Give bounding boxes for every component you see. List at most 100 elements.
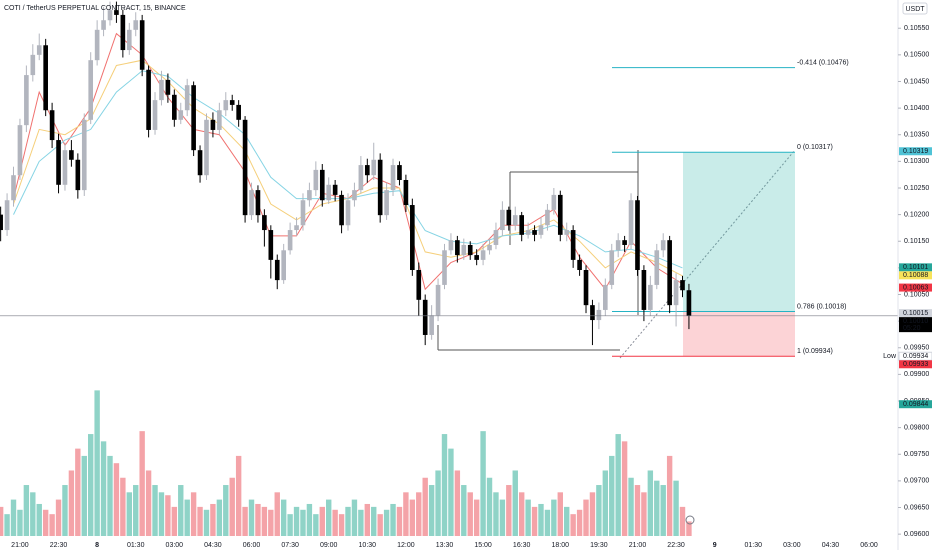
candle-body [545, 209, 550, 226]
candle-body [300, 200, 306, 226]
volume-bar [235, 455, 242, 536]
price-tag [899, 271, 932, 280]
x-tick-label: 06:00 [243, 542, 261, 549]
candle-body [242, 119, 248, 216]
volume-bar [313, 514, 319, 536]
volume-bar [673, 480, 679, 536]
candle-body [377, 159, 383, 216]
x-tick-label: 16:30 [513, 542, 531, 549]
candle-body [17, 125, 23, 176]
volume-bar [158, 492, 165, 536]
candle-body [88, 60, 94, 120]
x-tick-label: 21:00 [629, 542, 647, 549]
candle-body [538, 225, 544, 235]
x-tick-label: 22:30 [667, 542, 685, 549]
candle-body [210, 119, 216, 130]
volume-bar [178, 485, 184, 536]
x-tick-label: 21:00 [11, 542, 29, 549]
price-tag-label: 0.09934 [903, 353, 928, 360]
candle-body [165, 79, 171, 95]
volume-bar [403, 492, 409, 536]
volume-bar [666, 455, 673, 536]
volume-bar [216, 499, 223, 536]
candle-body [358, 165, 364, 191]
volume-bar [133, 485, 139, 536]
candle-body [364, 165, 370, 176]
x-tick-label: 01:30 [744, 542, 762, 549]
volume-bar [602, 470, 609, 536]
candle-body [262, 215, 267, 231]
volume-bar [261, 506, 268, 536]
volume-bar [94, 390, 100, 536]
candle-body [519, 215, 525, 235]
price-tag-countdown: 05:20 [903, 325, 921, 332]
volume-bar [454, 470, 461, 536]
volume-bar [583, 499, 589, 536]
volume-bar [55, 499, 62, 536]
price-tag [899, 360, 932, 369]
profit-zone [683, 152, 795, 312]
volume-bar [42, 509, 49, 536]
volume-bar [23, 485, 30, 536]
candle-body [274, 259, 280, 281]
candle-body [410, 205, 415, 270]
volume-bar [641, 492, 647, 536]
volume-bar [499, 499, 506, 536]
x-tick-label: 15:00 [474, 542, 492, 549]
candle-body [81, 119, 87, 191]
x-tick-label: 10:30 [359, 542, 377, 549]
candle-body [339, 194, 344, 226]
candle-body [590, 305, 595, 321]
volume-bar [338, 514, 345, 536]
volume-bar [100, 441, 107, 536]
volume-bar [377, 514, 383, 536]
volume-bar [107, 455, 113, 536]
volume-bar [448, 448, 454, 536]
volume-bar [576, 509, 583, 536]
price-tag-label: 0.09844 [903, 401, 928, 408]
candle-body [525, 230, 531, 235]
fib-label: 0 (0.10317) [797, 144, 833, 151]
candle-body [146, 69, 151, 130]
x-tick-label: 09:00 [320, 542, 338, 549]
candle-body [635, 200, 640, 270]
volume-bar [171, 506, 178, 536]
candle-body [56, 140, 61, 185]
volume-bar [512, 470, 518, 536]
candle-body [204, 119, 209, 176]
candle-body [236, 104, 241, 120]
candle-body [307, 190, 312, 201]
volume-bar [326, 499, 332, 536]
y-tick-label: 0.10300 [904, 158, 929, 165]
volume-bar [589, 492, 596, 536]
volume-bar [87, 434, 94, 536]
volume-bar [49, 514, 55, 536]
volume-bar [68, 470, 75, 536]
price-tag [899, 283, 932, 292]
candle-body [345, 200, 351, 226]
candle-body [217, 110, 222, 130]
x-tick-label: 04:30 [822, 542, 840, 549]
price-tag [899, 400, 932, 409]
candle-body [0, 214, 3, 231]
x-tick-label: 9 [713, 542, 717, 549]
candle-body [461, 244, 467, 256]
y-tick-label: 0.10400 [904, 105, 929, 112]
chart-title: COTI / TetherUS PERPETUAL CONTRACT, 15, … [4, 5, 186, 12]
candle-body [281, 250, 286, 281]
volume-bar [248, 499, 255, 536]
volume-bar [396, 506, 403, 536]
candle-body [24, 75, 29, 126]
candle-body [506, 209, 512, 226]
x-tick-label: 19:30 [590, 542, 608, 549]
volume-bar [4, 514, 10, 536]
candle-body [660, 240, 666, 251]
volume-bar [184, 499, 190, 536]
price-tag [899, 263, 932, 272]
volume-bar [596, 485, 602, 536]
candle-body [532, 230, 537, 235]
y-tick-label: 0.10350 [904, 132, 929, 139]
candle-body [622, 240, 627, 245]
candle-body [487, 244, 492, 251]
volume-bar [621, 441, 628, 536]
